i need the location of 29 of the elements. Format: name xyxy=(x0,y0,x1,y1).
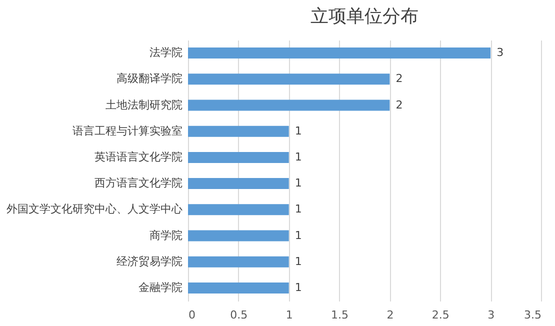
data-label: 2 xyxy=(396,98,403,112)
data-label: 1 xyxy=(294,150,302,164)
data-label: 2 xyxy=(396,72,403,86)
x-tick-label: 0 xyxy=(188,308,196,322)
y-tick-label: 法学院 xyxy=(150,46,182,60)
data-label: 1 xyxy=(294,228,302,242)
y-tick-label: 西方语言文化学院 xyxy=(94,176,182,190)
x-tick-label: 1.5 xyxy=(331,308,349,322)
y-tick-label: 语言工程与计算实验室 xyxy=(72,124,182,138)
y-tick-label: 外国文学文化研究中心、人文学中心 xyxy=(6,202,182,216)
x-tick-label: 2 xyxy=(386,308,394,322)
chart-title: 立项单位分布 xyxy=(310,6,418,27)
y-tick-label: 金融学院 xyxy=(138,280,182,294)
data-label: 1 xyxy=(294,254,302,268)
data-label: 1 xyxy=(294,202,302,216)
data-label: 1 xyxy=(294,176,302,190)
x-tick-label: 1 xyxy=(286,308,293,322)
x-tick-label: 3 xyxy=(488,308,495,322)
data-label: 1 xyxy=(294,280,302,294)
y-tick-label: 高级翻译学院 xyxy=(116,72,182,86)
data-label: 3 xyxy=(496,46,504,60)
x-tick-label: 0.5 xyxy=(230,308,248,322)
y-tick-label: 英语语言文化学院 xyxy=(94,150,182,164)
y-tick-label: 经济贸易学院 xyxy=(116,254,182,268)
y-tick-label: 土地法制研究院 xyxy=(106,98,182,112)
x-tick-label: 3.5 xyxy=(524,308,542,322)
data-label: 1 xyxy=(294,124,302,138)
y-tick-label: 商学院 xyxy=(150,228,182,242)
x-tick-label: 2.5 xyxy=(432,308,450,322)
